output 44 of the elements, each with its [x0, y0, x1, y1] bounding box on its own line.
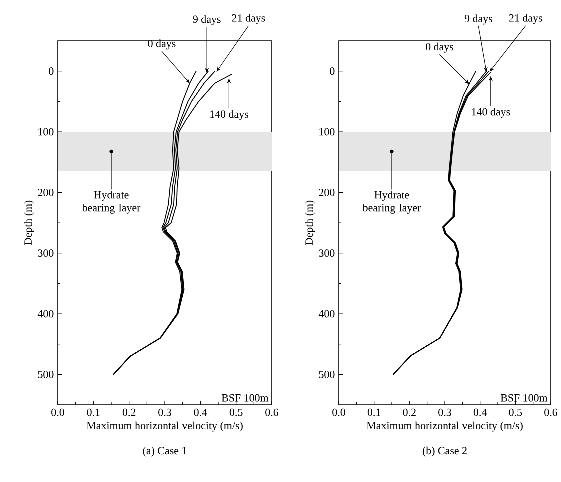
y-tick-label: 400 — [318, 310, 335, 318]
annotation: BSF 100m — [500, 394, 548, 402]
band-label: Hydrate bearing layer — [362, 191, 422, 214]
y-axis-title: Depth (m) — [305, 200, 316, 246]
x-tick-label: 0.3 — [438, 408, 452, 416]
x-tick-label: 0.2 — [403, 408, 416, 416]
annotation: 140 days — [472, 108, 510, 118]
y-tick-label: 500 — [319, 370, 335, 378]
band-label: Hydrate bearing layer — [82, 191, 141, 214]
annotation: 0 days — [426, 42, 454, 53]
y-tick-label: 300 — [319, 250, 335, 258]
x-tick-label: 0.3 — [158, 408, 172, 416]
y-axis-title: Depth (m) — [24, 200, 34, 246]
y-tick-label: 200 — [319, 188, 335, 196]
y-tick-label: 0 — [49, 68, 54, 76]
annotation: 140 days — [210, 110, 248, 120]
x-tick-label: 0.4 — [474, 408, 488, 416]
x-axis-title: Maximum horizontal velocity (m/s) — [86, 422, 243, 432]
x-tick-label: 0.1 — [87, 408, 100, 416]
text: (b) Case 2 — [422, 446, 467, 457]
annotation: 21 days — [509, 14, 542, 24]
y-tick-label: 500 — [38, 370, 54, 378]
y-tick-label: 100 — [320, 128, 335, 136]
x-tick-label: 0.4 — [194, 408, 208, 416]
x-tick-label: 0.2 — [122, 408, 136, 416]
x-tick-label: 0.5 — [509, 408, 522, 416]
x-tick-label: 0.0 — [332, 408, 346, 416]
y-tick-label: 100 — [38, 128, 54, 136]
annotation: 21 days — [232, 14, 266, 24]
y-tick-label: 200 — [38, 188, 54, 196]
x-tick-label: 0.6 — [544, 408, 558, 416]
x-tick-label: 0.1 — [368, 408, 381, 416]
text: (a) Case 1 — [143, 446, 187, 457]
x-axis-title: Maximum horizontal velocity (m/s) — [366, 422, 523, 432]
annotation: BSF 100m — [222, 394, 269, 402]
x-tick-label: 0.0 — [52, 408, 64, 416]
annotation: 0 days — [148, 40, 176, 50]
x-tick-label: 0.5 — [230, 408, 243, 416]
annotation: 9 days — [464, 14, 492, 25]
y-tick-label: 400 — [38, 310, 54, 318]
annotation: 9 days — [193, 15, 221, 26]
y-tick-label: 300 — [38, 250, 54, 258]
y-tick-label: 0 — [330, 68, 335, 76]
x-tick-label: 0.6 — [266, 408, 279, 416]
